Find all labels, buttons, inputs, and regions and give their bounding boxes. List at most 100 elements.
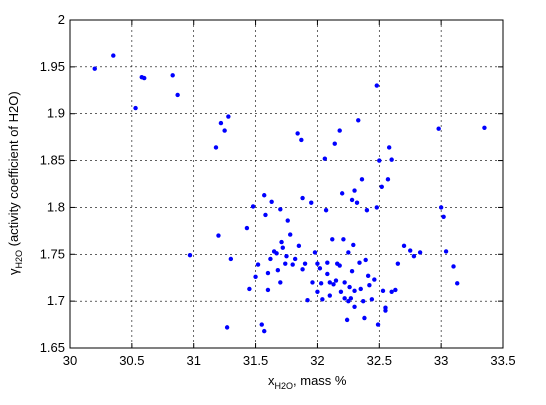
data-point <box>228 256 234 262</box>
data-point <box>278 280 283 285</box>
data-point <box>292 256 298 262</box>
data-point <box>357 260 362 265</box>
data-point <box>279 239 284 245</box>
data-point <box>216 233 221 238</box>
data-point <box>342 280 347 285</box>
data-point <box>451 264 456 269</box>
data-point <box>288 232 293 237</box>
data-point <box>438 205 444 210</box>
data-point <box>344 317 350 323</box>
data-point <box>389 289 394 294</box>
data-point <box>305 298 310 303</box>
data-point <box>133 105 138 111</box>
data-point <box>436 126 441 131</box>
data-point <box>283 261 288 266</box>
data-point <box>265 270 271 276</box>
data-point <box>262 328 267 334</box>
data-point <box>352 304 357 309</box>
data-point <box>374 83 380 88</box>
data-point <box>351 242 356 248</box>
data-point <box>401 243 407 249</box>
data-point <box>325 260 330 265</box>
data-point <box>342 296 347 301</box>
data-point <box>333 278 339 283</box>
data-point <box>274 251 279 256</box>
data-point <box>372 277 377 282</box>
data-point <box>170 73 175 78</box>
y-tick-label: 1.75 <box>40 246 65 261</box>
data-point <box>265 287 271 293</box>
data-point <box>374 205 380 210</box>
data-point <box>455 281 460 286</box>
data-point <box>320 297 325 302</box>
data-point <box>379 184 384 190</box>
data-point <box>380 288 386 294</box>
data-point <box>332 141 337 146</box>
y-tick-label: 1.8 <box>47 199 65 214</box>
data-point <box>247 286 252 292</box>
data-point <box>315 261 320 266</box>
y-tick-label: 1.7 <box>47 293 65 308</box>
data-point <box>363 257 368 263</box>
data-point <box>385 177 391 182</box>
data-point <box>337 128 342 133</box>
x-tick-label: 32 <box>310 353 324 368</box>
data-point <box>339 191 345 196</box>
data-point <box>352 188 357 193</box>
x-axis-label: xH2O, mass % <box>268 373 347 391</box>
y-tick-label: 1.65 <box>40 340 65 355</box>
data-point <box>275 268 281 273</box>
data-point <box>302 261 308 266</box>
data-point <box>349 268 355 274</box>
data-point <box>187 253 193 258</box>
y-axis-label: γH2O (activity coefficient of H2O) <box>6 91 24 275</box>
data-points <box>92 53 487 334</box>
data-point <box>309 200 314 205</box>
data-point <box>367 283 372 288</box>
data-point <box>111 53 116 58</box>
data-point <box>327 293 332 298</box>
data-point <box>389 157 394 162</box>
x-tick-label: 33.5 <box>490 353 515 368</box>
data-point <box>377 158 382 163</box>
data-point <box>386 145 392 150</box>
data-point <box>250 204 256 209</box>
data-point <box>361 298 366 304</box>
y-tick-label: 1.95 <box>40 59 65 74</box>
data-point <box>310 280 315 285</box>
data-point <box>318 281 324 286</box>
data-point <box>255 262 261 267</box>
data-point <box>356 118 361 123</box>
data-point <box>218 120 224 126</box>
data-point <box>393 287 398 293</box>
data-point <box>224 325 230 330</box>
data-point <box>322 156 328 161</box>
data-point <box>364 208 370 213</box>
data-point <box>299 137 304 143</box>
plot-area-background <box>70 20 503 348</box>
data-point <box>337 263 342 268</box>
data-point <box>383 305 388 310</box>
data-point <box>347 284 352 290</box>
data-point <box>244 225 250 231</box>
x-tick-label: 33 <box>434 353 448 368</box>
data-point <box>300 195 305 201</box>
data-point <box>253 274 258 279</box>
data-point <box>226 114 231 119</box>
data-point <box>284 253 289 259</box>
x-tick-label: 30.5 <box>119 353 144 368</box>
data-point <box>142 75 147 81</box>
data-point <box>346 250 351 255</box>
data-point <box>330 237 335 242</box>
x-tick-labels: 30 30.5 31 31.5 32 32.5 33 33.5 <box>63 353 516 368</box>
data-point <box>296 243 302 249</box>
x-tick-label: 30 <box>63 353 77 368</box>
x-tick-label: 31.5 <box>243 353 268 368</box>
y-tick-labels: 1.65 1.7 1.75 1.8 1.85 1.9 1.95 2 <box>40 12 65 355</box>
data-point <box>395 261 401 266</box>
data-point <box>482 125 487 130</box>
data-point <box>323 208 329 213</box>
data-point <box>278 207 283 212</box>
data-point <box>338 289 344 294</box>
